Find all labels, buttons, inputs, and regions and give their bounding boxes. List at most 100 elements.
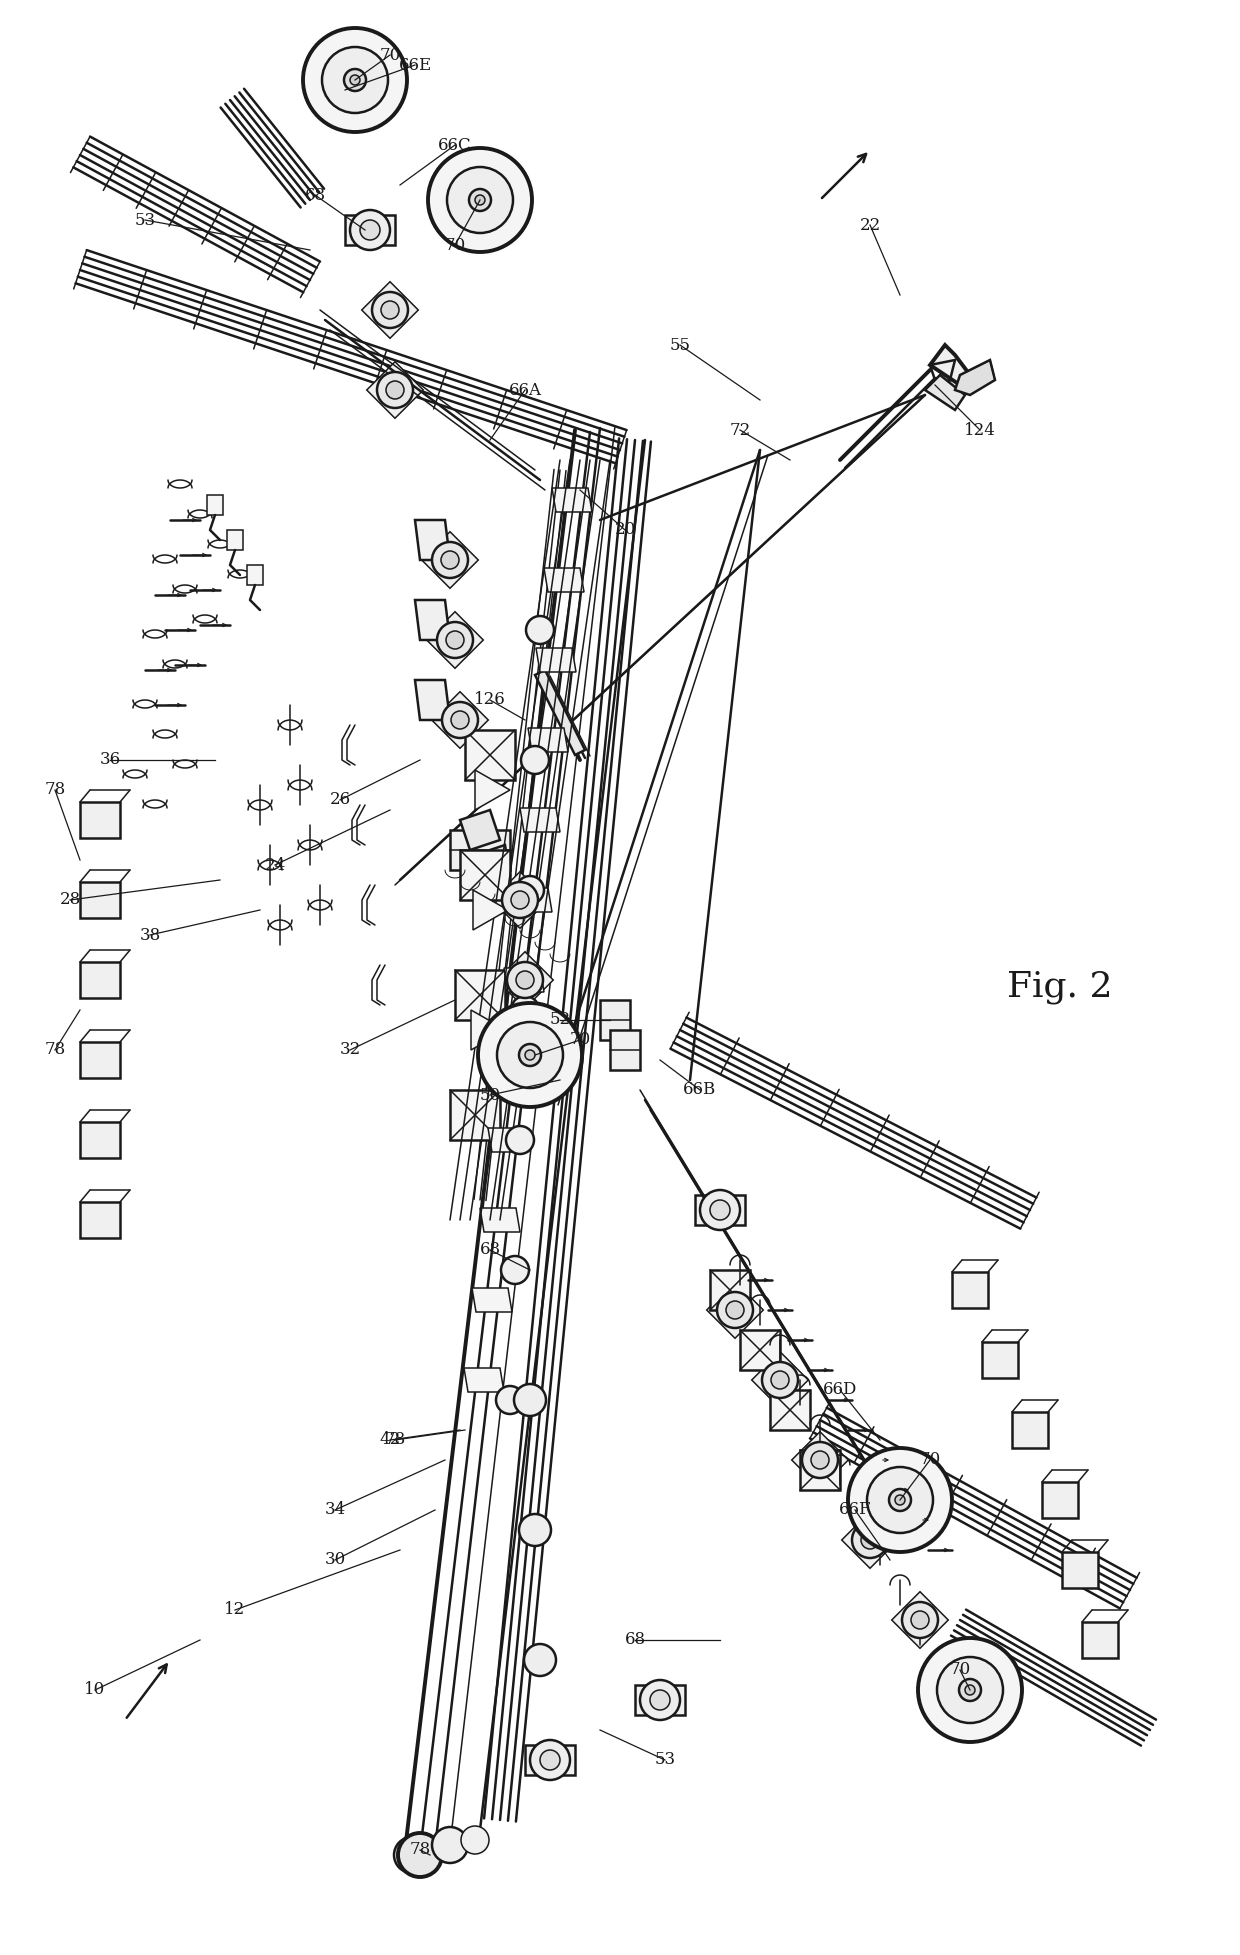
Text: 68: 68 [625, 1632, 646, 1648]
Polygon shape [552, 489, 591, 512]
Circle shape [521, 747, 549, 774]
Text: 70: 70 [379, 47, 401, 63]
Text: 126: 126 [474, 692, 506, 708]
Circle shape [496, 1386, 525, 1413]
Polygon shape [81, 1202, 120, 1238]
Polygon shape [81, 962, 120, 997]
Polygon shape [81, 1042, 120, 1077]
Polygon shape [520, 807, 560, 833]
Circle shape [867, 1466, 932, 1533]
Polygon shape [1012, 1412, 1048, 1449]
Text: 53: 53 [655, 1752, 676, 1769]
Polygon shape [464, 1368, 503, 1392]
Polygon shape [707, 1282, 764, 1339]
Circle shape [511, 891, 529, 909]
Circle shape [394, 1838, 430, 1873]
Circle shape [811, 1451, 830, 1468]
Text: 66D: 66D [823, 1382, 857, 1398]
Text: 78: 78 [45, 1042, 66, 1058]
Polygon shape [512, 888, 552, 911]
Polygon shape [362, 282, 418, 338]
Polygon shape [496, 1048, 536, 1071]
Polygon shape [415, 680, 450, 719]
Text: 72: 72 [729, 422, 750, 438]
Circle shape [303, 27, 407, 133]
Circle shape [350, 209, 391, 250]
Polygon shape [503, 968, 544, 991]
Polygon shape [207, 495, 223, 514]
Circle shape [436, 622, 472, 659]
Polygon shape [450, 831, 510, 870]
Text: 32: 32 [340, 1042, 361, 1058]
Circle shape [511, 995, 539, 1024]
Circle shape [525, 1644, 556, 1675]
Polygon shape [982, 1341, 1018, 1378]
Circle shape [507, 962, 543, 997]
Polygon shape [455, 970, 505, 1021]
Circle shape [322, 47, 388, 113]
Circle shape [506, 1126, 534, 1153]
Circle shape [701, 1191, 740, 1230]
Circle shape [461, 1826, 489, 1853]
Polygon shape [227, 530, 243, 549]
Circle shape [516, 876, 544, 903]
Polygon shape [842, 1511, 898, 1568]
Polygon shape [480, 1208, 520, 1232]
Text: 53: 53 [134, 211, 155, 229]
Circle shape [418, 1842, 441, 1865]
Polygon shape [460, 809, 500, 850]
Circle shape [918, 1638, 1022, 1742]
Circle shape [377, 371, 413, 409]
Text: 42: 42 [379, 1431, 401, 1449]
Circle shape [852, 1523, 888, 1558]
Text: 68: 68 [305, 186, 326, 203]
Circle shape [848, 1449, 952, 1552]
Polygon shape [791, 1431, 848, 1488]
Text: 66B: 66B [683, 1081, 717, 1099]
Polygon shape [1042, 1482, 1078, 1517]
Polygon shape [610, 1030, 640, 1069]
Polygon shape [465, 729, 515, 780]
Circle shape [477, 1003, 582, 1107]
Polygon shape [600, 1001, 630, 1040]
Text: 22: 22 [859, 217, 880, 233]
Polygon shape [800, 1451, 839, 1490]
Text: 78: 78 [384, 1431, 405, 1449]
Circle shape [520, 1044, 541, 1065]
Text: 24: 24 [264, 856, 285, 874]
Circle shape [717, 1292, 753, 1327]
Polygon shape [497, 952, 553, 1009]
Circle shape [441, 702, 477, 737]
Text: 38: 38 [139, 927, 161, 944]
Circle shape [959, 1679, 981, 1701]
Circle shape [432, 542, 467, 579]
Text: 55: 55 [670, 336, 691, 354]
Circle shape [525, 1050, 534, 1060]
Circle shape [446, 166, 513, 233]
Polygon shape [415, 600, 450, 639]
Polygon shape [432, 692, 489, 749]
Circle shape [502, 882, 538, 919]
Polygon shape [952, 1273, 988, 1308]
Circle shape [771, 1370, 789, 1388]
Circle shape [763, 1363, 799, 1398]
Circle shape [497, 1022, 563, 1089]
Circle shape [937, 1658, 1003, 1722]
Text: 36: 36 [99, 751, 120, 768]
Polygon shape [536, 647, 577, 673]
Text: 50: 50 [480, 1087, 501, 1103]
Circle shape [640, 1679, 680, 1720]
Polygon shape [694, 1195, 745, 1226]
Text: 66F: 66F [838, 1501, 872, 1519]
Polygon shape [492, 872, 548, 929]
Polygon shape [81, 882, 120, 919]
Circle shape [520, 1513, 551, 1546]
Polygon shape [770, 1390, 810, 1429]
Text: 68: 68 [480, 1241, 501, 1259]
Circle shape [386, 381, 404, 399]
Circle shape [529, 1740, 570, 1779]
Polygon shape [925, 375, 965, 411]
Text: 20: 20 [614, 522, 636, 538]
Polygon shape [528, 727, 568, 753]
Text: 124: 124 [963, 422, 996, 438]
